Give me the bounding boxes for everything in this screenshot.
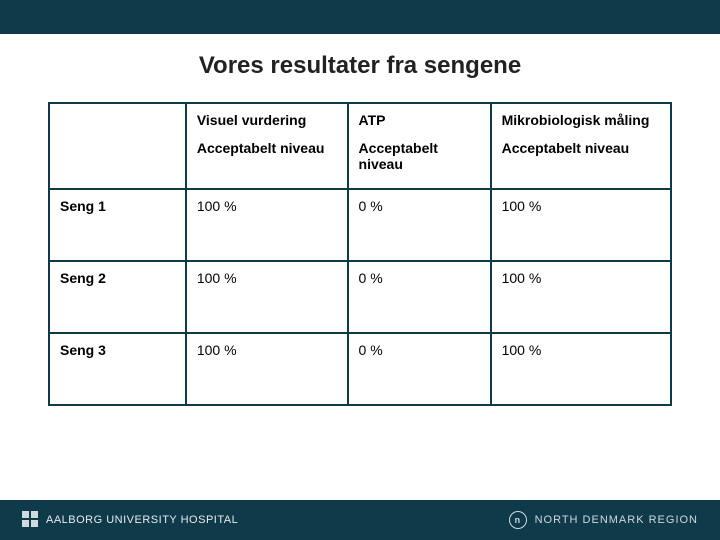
header-micro: Mikrobiologisk måling Acceptabelt niveau — [491, 103, 671, 189]
header-atp: ATP Acceptabelt niveau — [348, 103, 491, 189]
table-container: Visuel vurdering Acceptabelt niveau ATP … — [0, 102, 720, 406]
table-header-row: Visuel vurdering Acceptabelt niveau ATP … — [49, 103, 671, 189]
cell-visual: 100 % — [186, 261, 348, 333]
header-visual-line2: Acceptabelt niveau — [197, 140, 337, 156]
slide: Vores resultater fra sengene Visuel vurd… — [0, 0, 720, 540]
footer-left-text: AALBORG UNIVERSITY HOSPITAL — [46, 514, 238, 526]
region-badge-icon: n — [509, 511, 527, 529]
top-bar — [0, 0, 720, 34]
cell-micro: 100 % — [491, 333, 671, 405]
header-visual: Visuel vurdering Acceptabelt niveau — [186, 103, 348, 189]
page-title: Vores resultater fra sengene — [0, 52, 720, 80]
cell-atp: 0 % — [348, 189, 491, 261]
results-table: Visuel vurdering Acceptabelt niveau ATP … — [48, 102, 672, 406]
table-row: Seng 2 100 % 0 % 100 % — [49, 261, 671, 333]
table-row: Seng 1 100 % 0 % 100 % — [49, 189, 671, 261]
footer-right-text: NORTH DENMARK REGION — [535, 514, 698, 526]
header-micro-line1: Mikrobiologisk måling — [502, 112, 650, 128]
table-row: Seng 3 100 % 0 % 100 % — [49, 333, 671, 405]
footer-left: AALBORG UNIVERSITY HOSPITAL — [22, 511, 238, 530]
row-label: Seng 1 — [49, 189, 186, 261]
cell-micro: 100 % — [491, 189, 671, 261]
row-label: Seng 2 — [49, 261, 186, 333]
footer-right: n NORTH DENMARK REGION — [509, 511, 698, 529]
cell-atp: 0 % — [348, 333, 491, 405]
header-micro-line2: Acceptabelt niveau — [502, 140, 660, 156]
header-visual-line1: Visuel vurdering — [197, 112, 306, 128]
cell-micro: 100 % — [491, 261, 671, 333]
header-blank — [49, 103, 186, 189]
hospital-logo-icon — [22, 511, 38, 530]
row-label: Seng 3 — [49, 333, 186, 405]
header-atp-line1: ATP — [359, 112, 386, 128]
cell-visual: 100 % — [186, 333, 348, 405]
footer-bar: AALBORG UNIVERSITY HOSPITAL n NORTH DENM… — [0, 500, 720, 540]
header-atp-line2: Acceptabelt niveau — [359, 140, 480, 172]
cell-visual: 100 % — [186, 189, 348, 261]
cell-atp: 0 % — [348, 261, 491, 333]
